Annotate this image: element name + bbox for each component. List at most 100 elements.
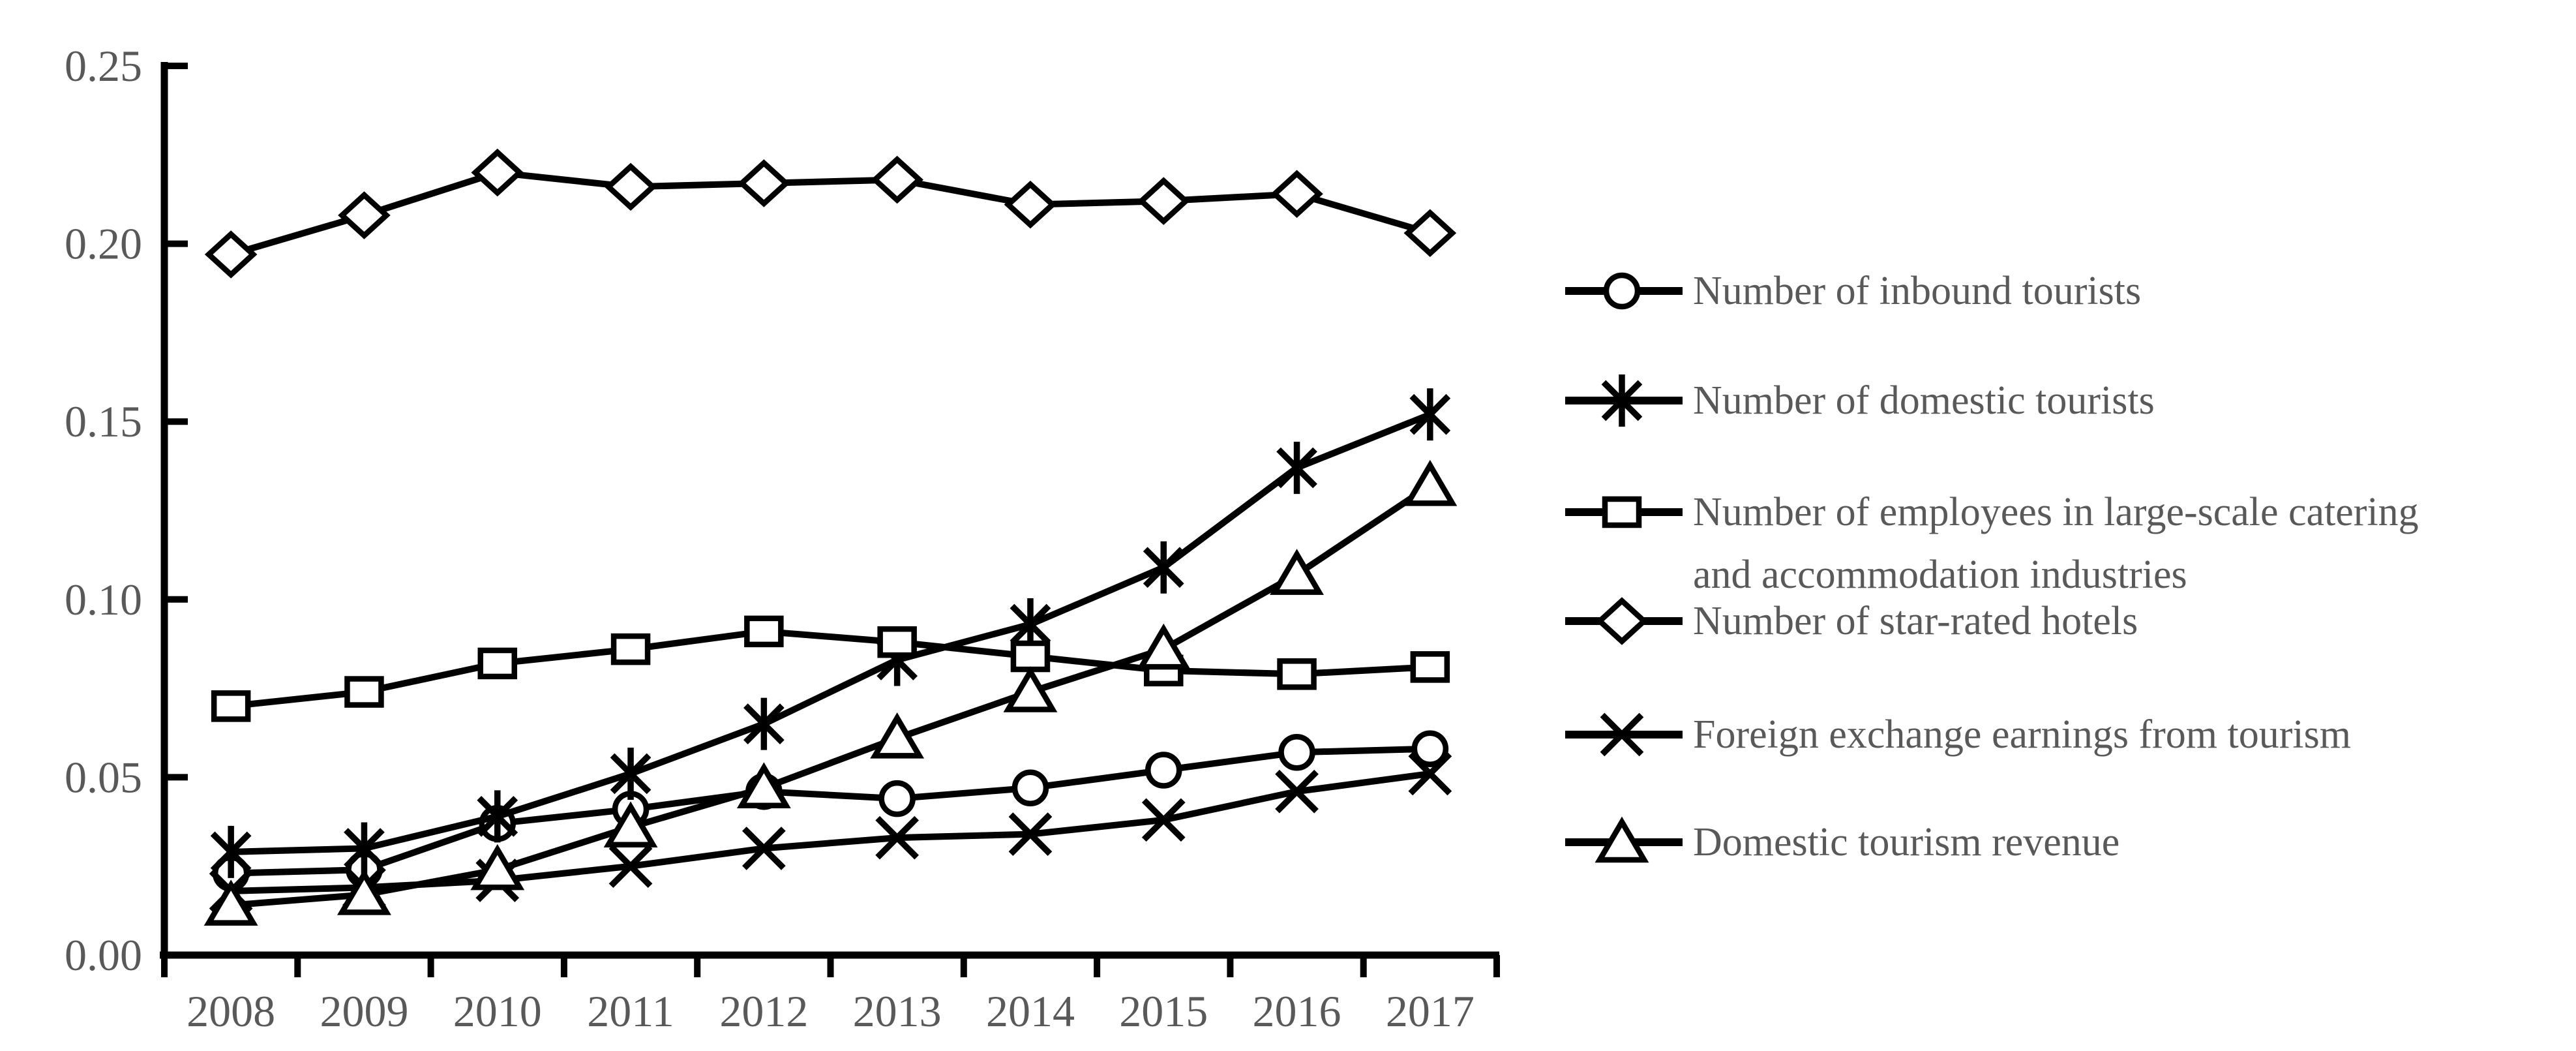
triangle-marker-shape (603, 801, 658, 847)
square-marker (610, 633, 651, 665)
legend-item-label: Number of domestic tourists (1693, 378, 2155, 423)
legend-item-label: Number of star-rated hotels (1693, 599, 2138, 643)
triangle-marker (1403, 459, 1458, 506)
diamond-marker (1595, 597, 1649, 645)
asterisk-marker-stroke (743, 703, 785, 744)
diamond-marker-shape (1595, 597, 1649, 645)
triangle-marker (470, 844, 525, 891)
diamond-marker (1137, 177, 1190, 225)
asterisk-marker-stroke (1276, 447, 1317, 489)
y-tick-label-0.05: 0.05 (65, 752, 142, 802)
triangle-marker-shape (203, 879, 258, 926)
square-marker (1010, 640, 1051, 673)
legend-item-label: Domestic tourism revenue (1693, 820, 2119, 864)
x-tick-label-2017: 2017 (1386, 986, 1475, 1036)
asterisk-marker (1409, 388, 1451, 441)
legend-item-star-rated-hotels: Number of star-rated hotels (1565, 597, 2138, 645)
circle-marker (1603, 272, 1641, 310)
triangle-marker-shape (337, 868, 391, 915)
triangle-marker-shape (870, 712, 925, 759)
x-marker-stroke (875, 815, 920, 860)
square-marker-shape (211, 690, 251, 722)
square-marker (877, 626, 917, 658)
asterisk-marker (610, 747, 651, 800)
diamond-marker-shape (338, 191, 391, 239)
diamond-marker (1270, 170, 1323, 219)
triangle-marker (736, 762, 791, 809)
diamond-marker-shape (471, 148, 524, 197)
square-marker (1602, 496, 1642, 528)
triangle-marker-shape (1136, 623, 1191, 670)
triangle-marker (203, 879, 258, 926)
x-marker (1141, 798, 1186, 842)
asterisk-marker-stroke (344, 828, 385, 869)
square-marker-shape (1410, 651, 1450, 683)
circle-marker-shape (1145, 752, 1182, 789)
asterisk-marker (1276, 442, 1317, 495)
circle-marker (1145, 752, 1182, 789)
x-marker (875, 815, 920, 860)
diamond-marker (338, 191, 391, 239)
asterisk-marker-stroke (210, 831, 252, 873)
series-line-domestic-tourism-revenue (230, 483, 1432, 909)
x-tick-label-2014: 2014 (986, 986, 1075, 1036)
square-marker-shape (1010, 640, 1051, 673)
triangle-marker (603, 801, 658, 847)
diamond-marker (1403, 209, 1457, 257)
square-marker (477, 647, 517, 680)
square-marker-shape (744, 615, 784, 648)
legend-item-label: Number of employees in large-scale cater… (1693, 490, 2419, 534)
triangle-marker-shape (470, 844, 525, 891)
circle-marker-shape (1011, 769, 1049, 807)
circle-marker (1411, 730, 1449, 768)
series-domestic-tourists (210, 388, 1451, 878)
diamond-marker-shape (1270, 170, 1323, 219)
circle-marker-shape (1603, 272, 1641, 310)
x-marker (741, 827, 786, 870)
y-tick-label-0.15: 0.15 (65, 397, 142, 446)
circle-marker-shape (878, 780, 916, 817)
x-marker-stroke (1275, 769, 1319, 814)
diamond-marker (1004, 180, 1057, 229)
asterisk-marker-stroke (1409, 393, 1451, 435)
y-tick-label-0.25: 0.25 (65, 41, 142, 91)
x-marker (1600, 712, 1644, 757)
series-employees-catering-accommodation (211, 615, 1450, 722)
legend: Number of inbound tourists Number of dome… (1565, 269, 2419, 864)
asterisk-marker (344, 822, 385, 875)
triangle-marker (1136, 623, 1191, 670)
series-line-domestic-tourists (231, 411, 1431, 855)
diamond-marker-shape (1403, 209, 1457, 257)
x-tick-label-2013: 2013 (853, 986, 942, 1036)
square-marker (744, 615, 784, 648)
square-marker-shape (610, 633, 651, 665)
series-line-foreign-exchange-earnings (231, 770, 1431, 894)
plot-area (203, 148, 1458, 926)
x-tick-label-2012: 2012 (719, 986, 808, 1036)
legend-item-employees-catering-accommodation: Number of employees in large-scale cater… (1565, 490, 2419, 597)
x-tick-label-2010: 2010 (453, 986, 542, 1036)
x-marker-stroke (608, 844, 653, 889)
square-marker-shape (1277, 658, 1317, 690)
square-marker-shape (344, 676, 384, 708)
square-marker-shape (477, 647, 517, 680)
legend-item-label: Number of inbound tourists (1693, 269, 2141, 313)
diamond-marker (471, 148, 524, 197)
x-marker (1408, 752, 1452, 796)
asterisk-marker-stroke (1601, 380, 1643, 421)
diamond-marker (204, 230, 258, 279)
x-tick-label-2008: 2008 (187, 986, 275, 1036)
asterisk-marker (210, 825, 252, 878)
circle-marker (878, 780, 916, 817)
x-marker (1008, 812, 1053, 856)
legend-item-label: Foreign exchange earnings from tourism (1693, 712, 2351, 757)
circle-marker (1011, 769, 1049, 807)
triangle-marker (1595, 816, 1649, 863)
triangle-marker (1270, 549, 1324, 595)
x-marker-stroke (1600, 712, 1644, 757)
asterisk-marker-stroke (1010, 603, 1051, 645)
series-line-inbound-tourists (231, 745, 1430, 877)
diamond-marker-shape (738, 159, 790, 207)
